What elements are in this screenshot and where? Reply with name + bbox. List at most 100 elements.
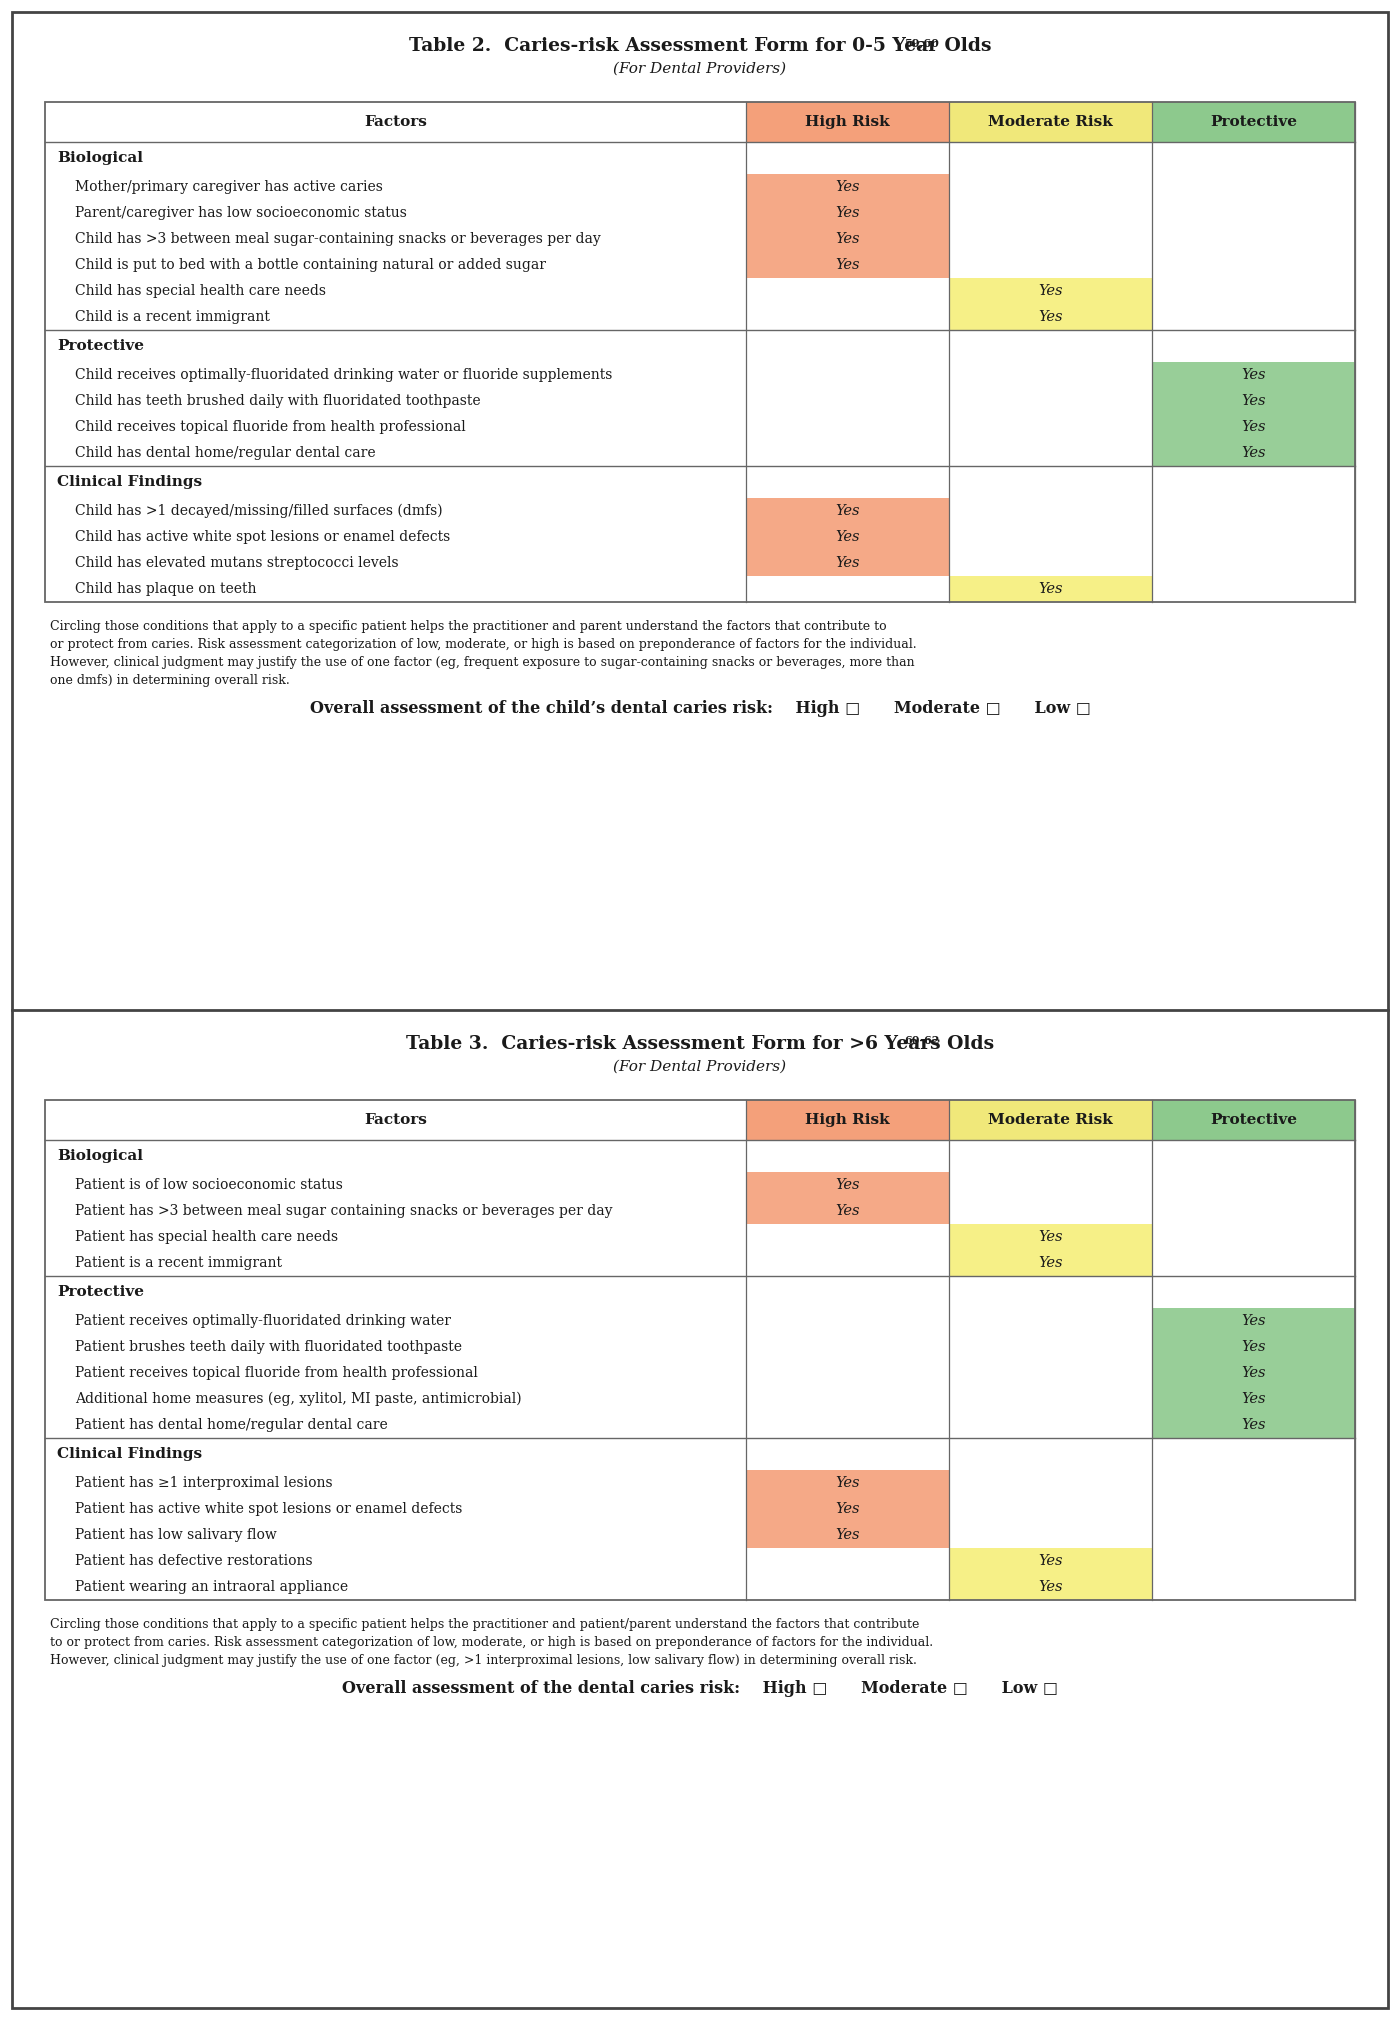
Text: Yes: Yes (836, 1503, 860, 1515)
Text: Overall assessment of the child’s dental caries risk:    High □      Moderate □ : Overall assessment of the child’s dental… (309, 701, 1091, 717)
Text: Mother/primary caregiver has active caries: Mother/primary caregiver has active cari… (76, 180, 382, 194)
Text: Factors: Factors (364, 1113, 427, 1127)
Text: Patient receives topical fluoride from health professional: Patient receives topical fluoride from h… (76, 1366, 477, 1380)
Text: Child has active white spot lesions or enamel defects: Child has active white spot lesions or e… (76, 529, 451, 543)
Text: 59,60: 59,60 (904, 36, 939, 48)
Bar (746, 1101, 949, 1139)
Text: Child has special health care needs: Child has special health care needs (76, 285, 326, 299)
Text: Yes: Yes (1242, 1418, 1266, 1432)
Text: Yes: Yes (1039, 1580, 1063, 1594)
Text: Yes: Yes (836, 180, 860, 194)
Text: Yes: Yes (1242, 1313, 1266, 1327)
Text: Moderate Risk: Moderate Risk (988, 115, 1113, 129)
Text: Yes: Yes (1242, 1339, 1266, 1353)
Text: Biological: Biological (57, 1149, 143, 1164)
Text: Yes: Yes (836, 259, 860, 273)
Bar (949, 576, 1152, 602)
Text: Yes: Yes (1242, 1366, 1266, 1380)
Text: Clinical Findings: Clinical Findings (57, 1446, 202, 1460)
Text: Patient has active white spot lesions or enamel defects: Patient has active white spot lesions or… (76, 1503, 462, 1515)
Text: Child is put to bed with a bottle containing natural or added sugar: Child is put to bed with a bottle contai… (76, 259, 546, 273)
Text: Yes: Yes (836, 529, 860, 543)
Text: Child has elevated mutans streptococci levels: Child has elevated mutans streptococci l… (76, 556, 399, 570)
Bar (1152, 101, 1355, 141)
Text: to or protect from caries. Risk assessment categorization of low, moderate, or h: to or protect from caries. Risk assessme… (50, 1636, 934, 1648)
Text: Additional home measures (eg, xylitol, MI paste, antimicrobial): Additional home measures (eg, xylitol, M… (76, 1392, 522, 1406)
Bar (45, 101, 746, 141)
Text: Patient wearing an intraoral appliance: Patient wearing an intraoral appliance (76, 1580, 349, 1594)
Text: Yes: Yes (836, 1477, 860, 1491)
Bar (949, 279, 1152, 329)
Text: Yes: Yes (1242, 368, 1266, 382)
Text: Table 3.  Caries-risk Assessment Form for >6 Years Olds: Table 3. Caries-risk Assessment Form for… (406, 1034, 994, 1052)
Text: Biological: Biological (57, 152, 143, 166)
Text: Child has teeth brushed daily with fluoridated toothpaste: Child has teeth brushed daily with fluor… (76, 394, 480, 408)
Text: Child receives topical fluoride from health professional: Child receives topical fluoride from hea… (76, 420, 466, 434)
Text: Patient is a recent immigrant: Patient is a recent immigrant (76, 1256, 281, 1271)
Text: Overall assessment of the dental caries risk:    High □      Moderate □      Low: Overall assessment of the dental caries … (342, 1681, 1058, 1697)
Text: Yes: Yes (836, 556, 860, 570)
Text: Yes: Yes (836, 206, 860, 220)
Text: Yes: Yes (1242, 394, 1266, 408)
Bar (746, 174, 949, 279)
Bar (1152, 1309, 1355, 1438)
Text: (For Dental Providers): (For Dental Providers) (613, 63, 787, 77)
Text: Protective: Protective (1210, 115, 1296, 129)
Text: Yes: Yes (1039, 1256, 1063, 1271)
Bar (746, 1172, 949, 1224)
Text: Table 2.  Caries-risk Assessment Form for 0-5 Year Olds: Table 2. Caries-risk Assessment Form for… (409, 36, 991, 55)
Text: Yes: Yes (1242, 420, 1266, 434)
Text: Patient has special health care needs: Patient has special health care needs (76, 1230, 339, 1244)
Bar (746, 1471, 949, 1547)
Text: Patient receives optimally-fluoridated drinking water: Patient receives optimally-fluoridated d… (76, 1313, 451, 1327)
Text: Patient brushes teeth daily with fluoridated toothpaste: Patient brushes teeth daily with fluorid… (76, 1339, 462, 1353)
Text: However, clinical judgment may justify the use of one factor (eg, frequent expos: However, clinical judgment may justify t… (50, 656, 914, 669)
Bar (949, 1101, 1152, 1139)
Text: High Risk: High Risk (805, 1113, 889, 1127)
Text: Child has >1 decayed/missing/filled surfaces (dmfs): Child has >1 decayed/missing/filled surf… (76, 503, 442, 519)
Text: Yes: Yes (1039, 309, 1063, 323)
Text: However, clinical judgment may justify the use of one factor (eg, >1 interproxim: However, clinical judgment may justify t… (50, 1654, 917, 1666)
Text: Yes: Yes (836, 1204, 860, 1218)
Text: Child has dental home/regular dental care: Child has dental home/regular dental car… (76, 446, 375, 461)
Text: Yes: Yes (1039, 582, 1063, 596)
Text: Circling those conditions that apply to a specific patient helps the practitione: Circling those conditions that apply to … (50, 1618, 920, 1630)
Text: (For Dental Providers): (For Dental Providers) (613, 1060, 787, 1075)
Text: Child has >3 between meal sugar-containing snacks or beverages per day: Child has >3 between meal sugar-containi… (76, 232, 601, 246)
Text: Patient has defective restorations: Patient has defective restorations (76, 1553, 312, 1568)
Text: Patient has ≥1 interproximal lesions: Patient has ≥1 interproximal lesions (76, 1477, 333, 1491)
Text: Yes: Yes (836, 232, 860, 246)
Text: Protective: Protective (1210, 1113, 1296, 1127)
Bar (949, 1224, 1152, 1277)
Text: Yes: Yes (836, 1178, 860, 1192)
Text: Parent/caregiver has low socioeconomic status: Parent/caregiver has low socioeconomic s… (76, 206, 407, 220)
Text: Yes: Yes (1039, 285, 1063, 299)
Text: 60-62: 60-62 (904, 1034, 939, 1046)
Bar (1152, 1101, 1355, 1139)
Text: Circling those conditions that apply to a specific patient helps the practitione: Circling those conditions that apply to … (50, 620, 886, 632)
Bar (45, 101, 1355, 602)
Text: Patient is of low socioeconomic status: Patient is of low socioeconomic status (76, 1178, 343, 1192)
Text: Child is a recent immigrant: Child is a recent immigrant (76, 309, 270, 323)
Text: Yes: Yes (1242, 446, 1266, 461)
Text: Protective: Protective (57, 339, 144, 353)
Bar (1152, 362, 1355, 467)
Bar (746, 101, 949, 141)
Bar (45, 1101, 746, 1139)
Text: Moderate Risk: Moderate Risk (988, 1113, 1113, 1127)
Text: Clinical Findings: Clinical Findings (57, 475, 202, 489)
Bar (949, 101, 1152, 141)
Text: Factors: Factors (364, 115, 427, 129)
Text: Child has plaque on teeth: Child has plaque on teeth (76, 582, 256, 596)
Text: Yes: Yes (1039, 1553, 1063, 1568)
Bar (45, 1101, 1355, 1600)
Text: Yes: Yes (836, 505, 860, 517)
Text: Yes: Yes (836, 1527, 860, 1541)
Text: Yes: Yes (1039, 1230, 1063, 1244)
Bar (746, 499, 949, 576)
Text: High Risk: High Risk (805, 115, 889, 129)
Text: one dmfs) in determining overall risk.: one dmfs) in determining overall risk. (50, 675, 290, 687)
Text: Patient has >3 between meal sugar containing snacks or beverages per day: Patient has >3 between meal sugar contai… (76, 1204, 613, 1218)
Text: Yes: Yes (1242, 1392, 1266, 1406)
Bar (949, 1547, 1152, 1600)
